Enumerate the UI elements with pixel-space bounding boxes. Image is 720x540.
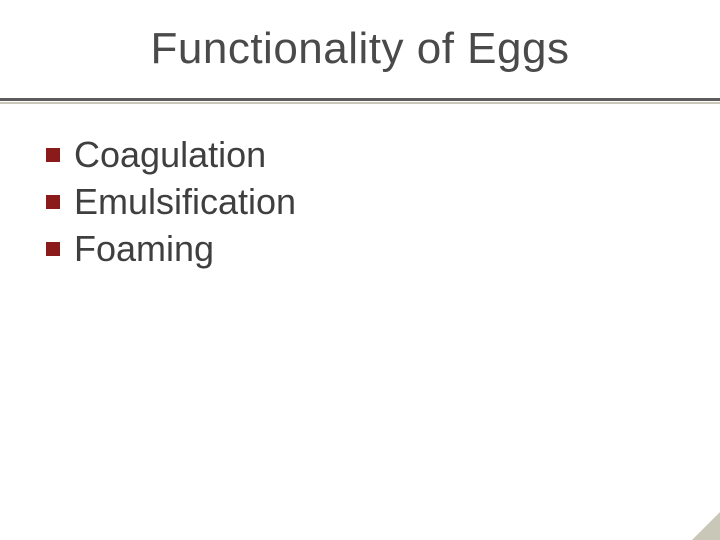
bullet-list: Coagulation Emulsification Foaming — [46, 132, 680, 273]
slide: Functionality of Eggs Coagulation Emulsi… — [0, 0, 720, 540]
divider-line-dark — [0, 98, 720, 101]
square-bullet-icon — [46, 148, 60, 162]
corner-accent-icon — [692, 512, 720, 540]
list-item-label: Emulsification — [74, 179, 296, 224]
list-item: Emulsification — [46, 179, 680, 224]
list-item-label: Coagulation — [74, 132, 266, 177]
list-item: Coagulation — [46, 132, 680, 177]
list-item: Foaming — [46, 226, 680, 271]
square-bullet-icon — [46, 242, 60, 256]
list-item-label: Foaming — [74, 226, 214, 271]
divider-line-light — [0, 102, 720, 104]
slide-title: Functionality of Eggs — [0, 24, 720, 74]
square-bullet-icon — [46, 195, 60, 209]
